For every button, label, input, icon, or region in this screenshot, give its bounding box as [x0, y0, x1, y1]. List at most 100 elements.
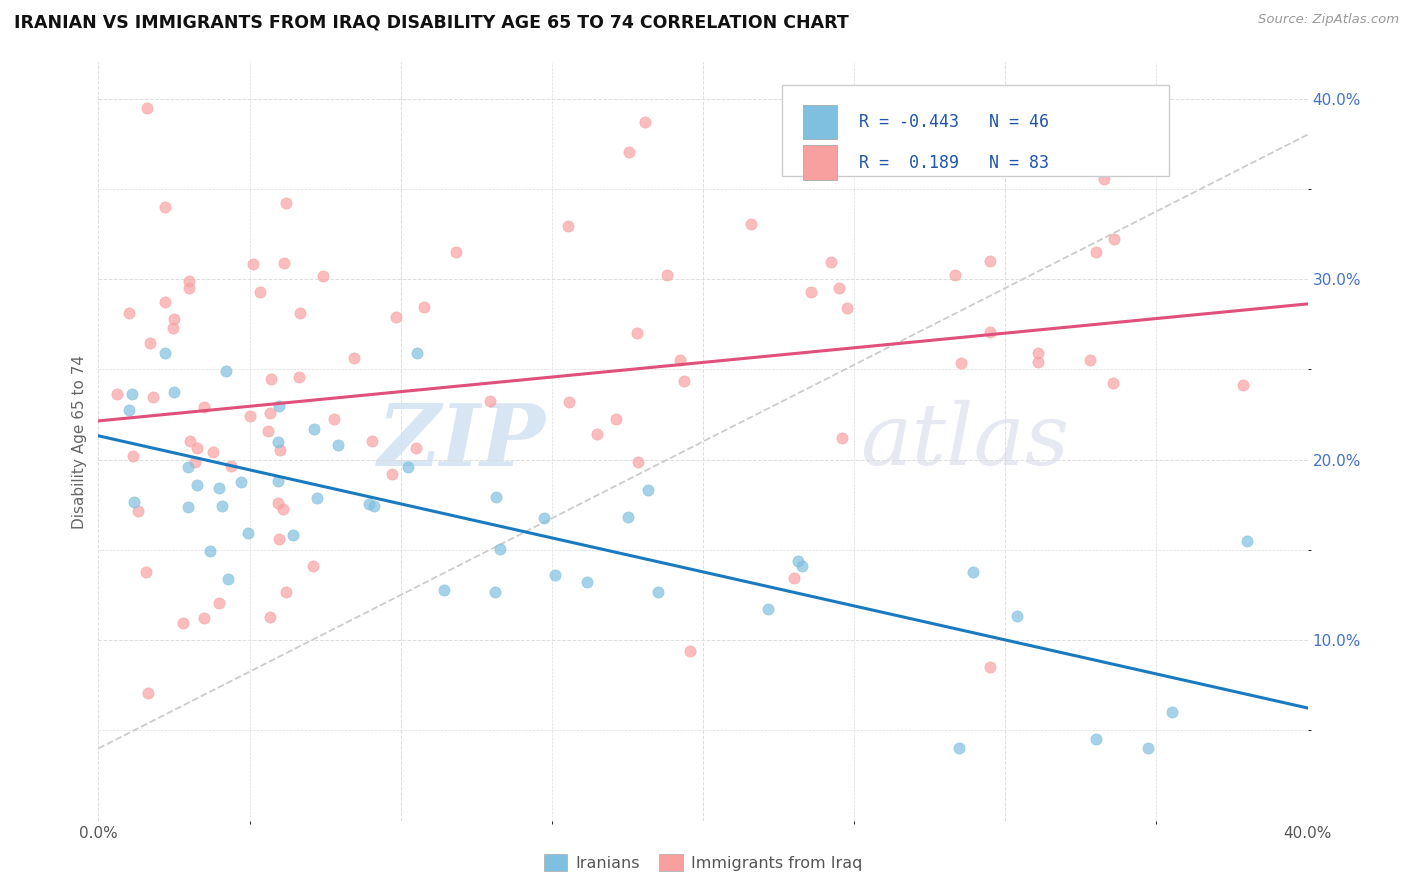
Point	[122, 450, 145, 464]
Point	[176, 460, 198, 475]
Point	[669, 353, 692, 368]
Point	[484, 585, 506, 599]
Point	[238, 525, 260, 540]
Point	[585, 426, 607, 441]
Point	[135, 101, 157, 115]
Point	[136, 685, 159, 699]
Point	[626, 455, 648, 469]
Point	[831, 431, 853, 445]
Point	[260, 372, 283, 386]
Text: IRANIAN VS IMMIGRANTS FROM IRAQ DISABILITY AGE 65 TO 74 CORRELATION CHART: IRANIAN VS IMMIGRANTS FROM IRAQ DISABILI…	[14, 13, 849, 31]
Point	[544, 567, 567, 582]
Point	[153, 295, 176, 310]
Point	[301, 559, 323, 574]
Point	[413, 300, 436, 314]
Point	[381, 467, 404, 481]
Point	[281, 528, 304, 542]
Point	[202, 445, 225, 459]
Point	[118, 403, 141, 417]
Point	[242, 256, 264, 270]
Point	[153, 200, 176, 214]
Point	[267, 532, 290, 546]
Point	[221, 458, 243, 473]
Point	[229, 475, 252, 489]
Point	[184, 454, 207, 468]
Point	[360, 434, 382, 448]
Point	[396, 459, 419, 474]
Point	[198, 544, 221, 558]
Point	[217, 573, 239, 587]
Point	[783, 571, 806, 585]
FancyBboxPatch shape	[803, 145, 837, 179]
Point	[342, 351, 364, 366]
FancyBboxPatch shape	[782, 85, 1168, 177]
FancyBboxPatch shape	[803, 104, 837, 138]
Point	[267, 474, 290, 488]
Point	[637, 483, 659, 497]
Point	[792, 559, 814, 574]
Point	[105, 387, 128, 401]
Point	[271, 502, 294, 516]
Point	[1094, 172, 1116, 186]
Point	[276, 196, 298, 211]
Point	[172, 616, 194, 631]
Point	[135, 565, 157, 579]
Point	[835, 301, 858, 316]
Point	[385, 310, 408, 324]
Point	[1137, 741, 1160, 756]
Text: atlas: atlas	[860, 401, 1070, 483]
Point	[359, 496, 381, 510]
Point	[405, 441, 427, 455]
Point	[276, 584, 298, 599]
Point	[179, 274, 201, 288]
Point	[162, 321, 184, 335]
Point	[943, 268, 966, 283]
Point	[576, 575, 599, 590]
Text: ZIP: ZIP	[378, 400, 546, 483]
Point	[305, 491, 328, 506]
Point	[820, 255, 842, 269]
Point	[127, 504, 149, 518]
Point	[177, 500, 200, 514]
Point	[1101, 376, 1123, 390]
Point	[1026, 355, 1049, 369]
Point	[558, 394, 581, 409]
Point	[142, 390, 165, 404]
Point	[756, 602, 779, 616]
Point	[800, 285, 823, 300]
Point	[267, 496, 290, 510]
Point	[962, 565, 984, 579]
Point	[647, 585, 669, 599]
Point	[363, 499, 385, 513]
Point	[979, 325, 1001, 339]
Point	[273, 256, 295, 270]
Point	[288, 369, 311, 384]
Point	[179, 281, 201, 295]
Point	[626, 326, 648, 340]
Point	[1085, 244, 1108, 259]
Point	[1078, 352, 1101, 367]
Point	[259, 406, 281, 420]
Point	[828, 281, 851, 295]
Point	[193, 611, 215, 625]
Point	[326, 438, 349, 452]
Point	[1005, 609, 1028, 624]
Point	[269, 443, 291, 458]
Point	[259, 609, 281, 624]
Text: Source: ZipAtlas.com: Source: ZipAtlas.com	[1258, 13, 1399, 27]
Point	[1085, 732, 1108, 747]
Point	[672, 374, 695, 388]
Point	[163, 384, 186, 399]
Point	[215, 364, 238, 378]
Point	[1236, 533, 1258, 548]
Point	[979, 660, 1001, 674]
Point	[557, 219, 579, 233]
Point	[1160, 706, 1182, 720]
Point	[186, 441, 208, 455]
Point	[406, 346, 429, 360]
Point	[605, 411, 627, 425]
Point	[679, 644, 702, 658]
Point	[117, 306, 139, 320]
Point	[489, 541, 512, 556]
Text: R =  0.189   N = 83: R = 0.189 N = 83	[859, 153, 1049, 171]
